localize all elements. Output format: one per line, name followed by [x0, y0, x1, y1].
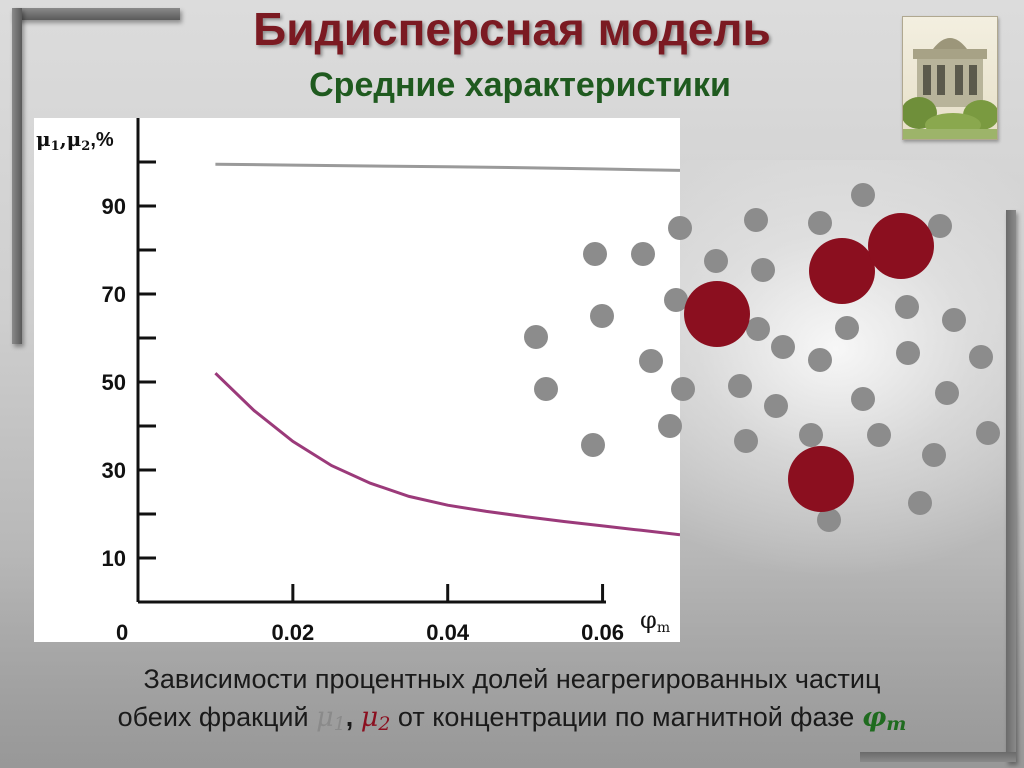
y-axis-label-suffix: ,%: [90, 129, 114, 151]
x-axis-label: φm: [640, 606, 670, 636]
chart-panel: 10 30 50 70 90 0.02 0.04 0.06 0 μ1,μ2,% φm 1 2: [34, 118, 680, 642]
x-tick-label: 0.04: [426, 620, 470, 642]
caption-line-2: обеих фракций μ1, μ2 от концентрации по …: [0, 698, 1024, 743]
y-axis-label-idx1: 1: [51, 139, 60, 154]
small-particle: [744, 208, 768, 232]
small-particle: [728, 374, 752, 398]
figure-caption: Зависимости процентных долей неагрегиров…: [0, 660, 1024, 743]
small-particle: [799, 423, 823, 447]
caption-comma: ,: [345, 702, 361, 732]
series-2-line: [214, 372, 680, 537]
small-particle: [808, 211, 832, 235]
small-particle: [908, 491, 932, 515]
small-particle: [590, 304, 614, 328]
caption-line-1: Зависимости процентных долей неагрегиров…: [143, 664, 881, 694]
caption-middle: от концентрации по магнитной фазе: [390, 702, 862, 732]
small-particle: [835, 316, 859, 340]
small-particle: [704, 249, 728, 273]
large-particle: [809, 238, 875, 304]
building-photo-icon: [902, 16, 998, 140]
frame-right-bar: [1006, 210, 1016, 762]
y-tick-label: 90: [102, 194, 126, 219]
phi-m-symbol: φm: [861, 702, 907, 735]
small-particle: [734, 429, 758, 453]
small-particle: [671, 377, 695, 401]
mu-vs-phi-chart: 10 30 50 70 90 0.02 0.04 0.06 0 μ1,μ2,% φm 1 2: [36, 118, 680, 642]
small-particle: [751, 258, 775, 282]
small-particle: [896, 341, 920, 365]
slide-subtitle: Средние характеристики: [309, 66, 731, 104]
y-tick-label: 30: [102, 458, 126, 483]
large-particle: [788, 446, 854, 512]
small-particle: [764, 394, 788, 418]
small-particle: [664, 288, 688, 312]
small-particle: [851, 183, 875, 207]
frame-bottom-bar: [860, 752, 1016, 762]
y-tick-label: 70: [102, 282, 126, 307]
y-axis-label-idx2: 2: [81, 139, 90, 154]
large-particle: [684, 281, 750, 347]
mu2-symbol: μ2: [360, 702, 391, 735]
small-particle: [969, 345, 993, 369]
small-particle: [746, 317, 770, 341]
small-particle: [581, 433, 605, 457]
small-particle: [817, 508, 841, 532]
y-axis-label-mu2: μ: [67, 127, 82, 151]
slide-title: Бидисперсная модель: [253, 3, 771, 55]
origin-label: 0: [116, 620, 128, 642]
y-tick-label: 50: [102, 370, 126, 395]
small-particle: [942, 308, 966, 332]
small-particle: [851, 387, 875, 411]
y-axis-label: μ1,μ2,%: [36, 127, 114, 154]
y-axis-label-comma: ,: [60, 127, 67, 151]
small-particle: [808, 348, 832, 372]
small-particle: [668, 216, 692, 240]
small-particle: [895, 295, 919, 319]
small-particle: [935, 381, 959, 405]
small-particle: [631, 242, 655, 266]
caption-prefix: обеих фракций: [117, 702, 317, 732]
small-particle: [534, 377, 558, 401]
small-particle: [922, 443, 946, 467]
small-particle: [524, 325, 548, 349]
small-particle: [583, 242, 607, 266]
small-particle: [658, 414, 682, 438]
mu1-symbol: μ1: [316, 702, 346, 735]
y-axis-label-mu1: μ: [36, 127, 51, 151]
frame-left-bar: [12, 8, 22, 344]
x-tick-label: 0.06: [581, 620, 624, 642]
small-particle: [867, 423, 891, 447]
x-axis-label-phi: φ: [640, 606, 657, 634]
series-1-line: [215, 162, 680, 172]
x-tick-label: 0.02: [271, 620, 314, 642]
small-particle: [639, 349, 663, 373]
x-axis-label-index: m: [657, 620, 670, 636]
small-particle: [928, 214, 952, 238]
large-particle: [868, 213, 934, 279]
small-particle: [976, 421, 1000, 445]
small-particle: [771, 335, 795, 359]
y-tick-label: 10: [102, 546, 126, 571]
frame-top-bar: [12, 8, 180, 20]
